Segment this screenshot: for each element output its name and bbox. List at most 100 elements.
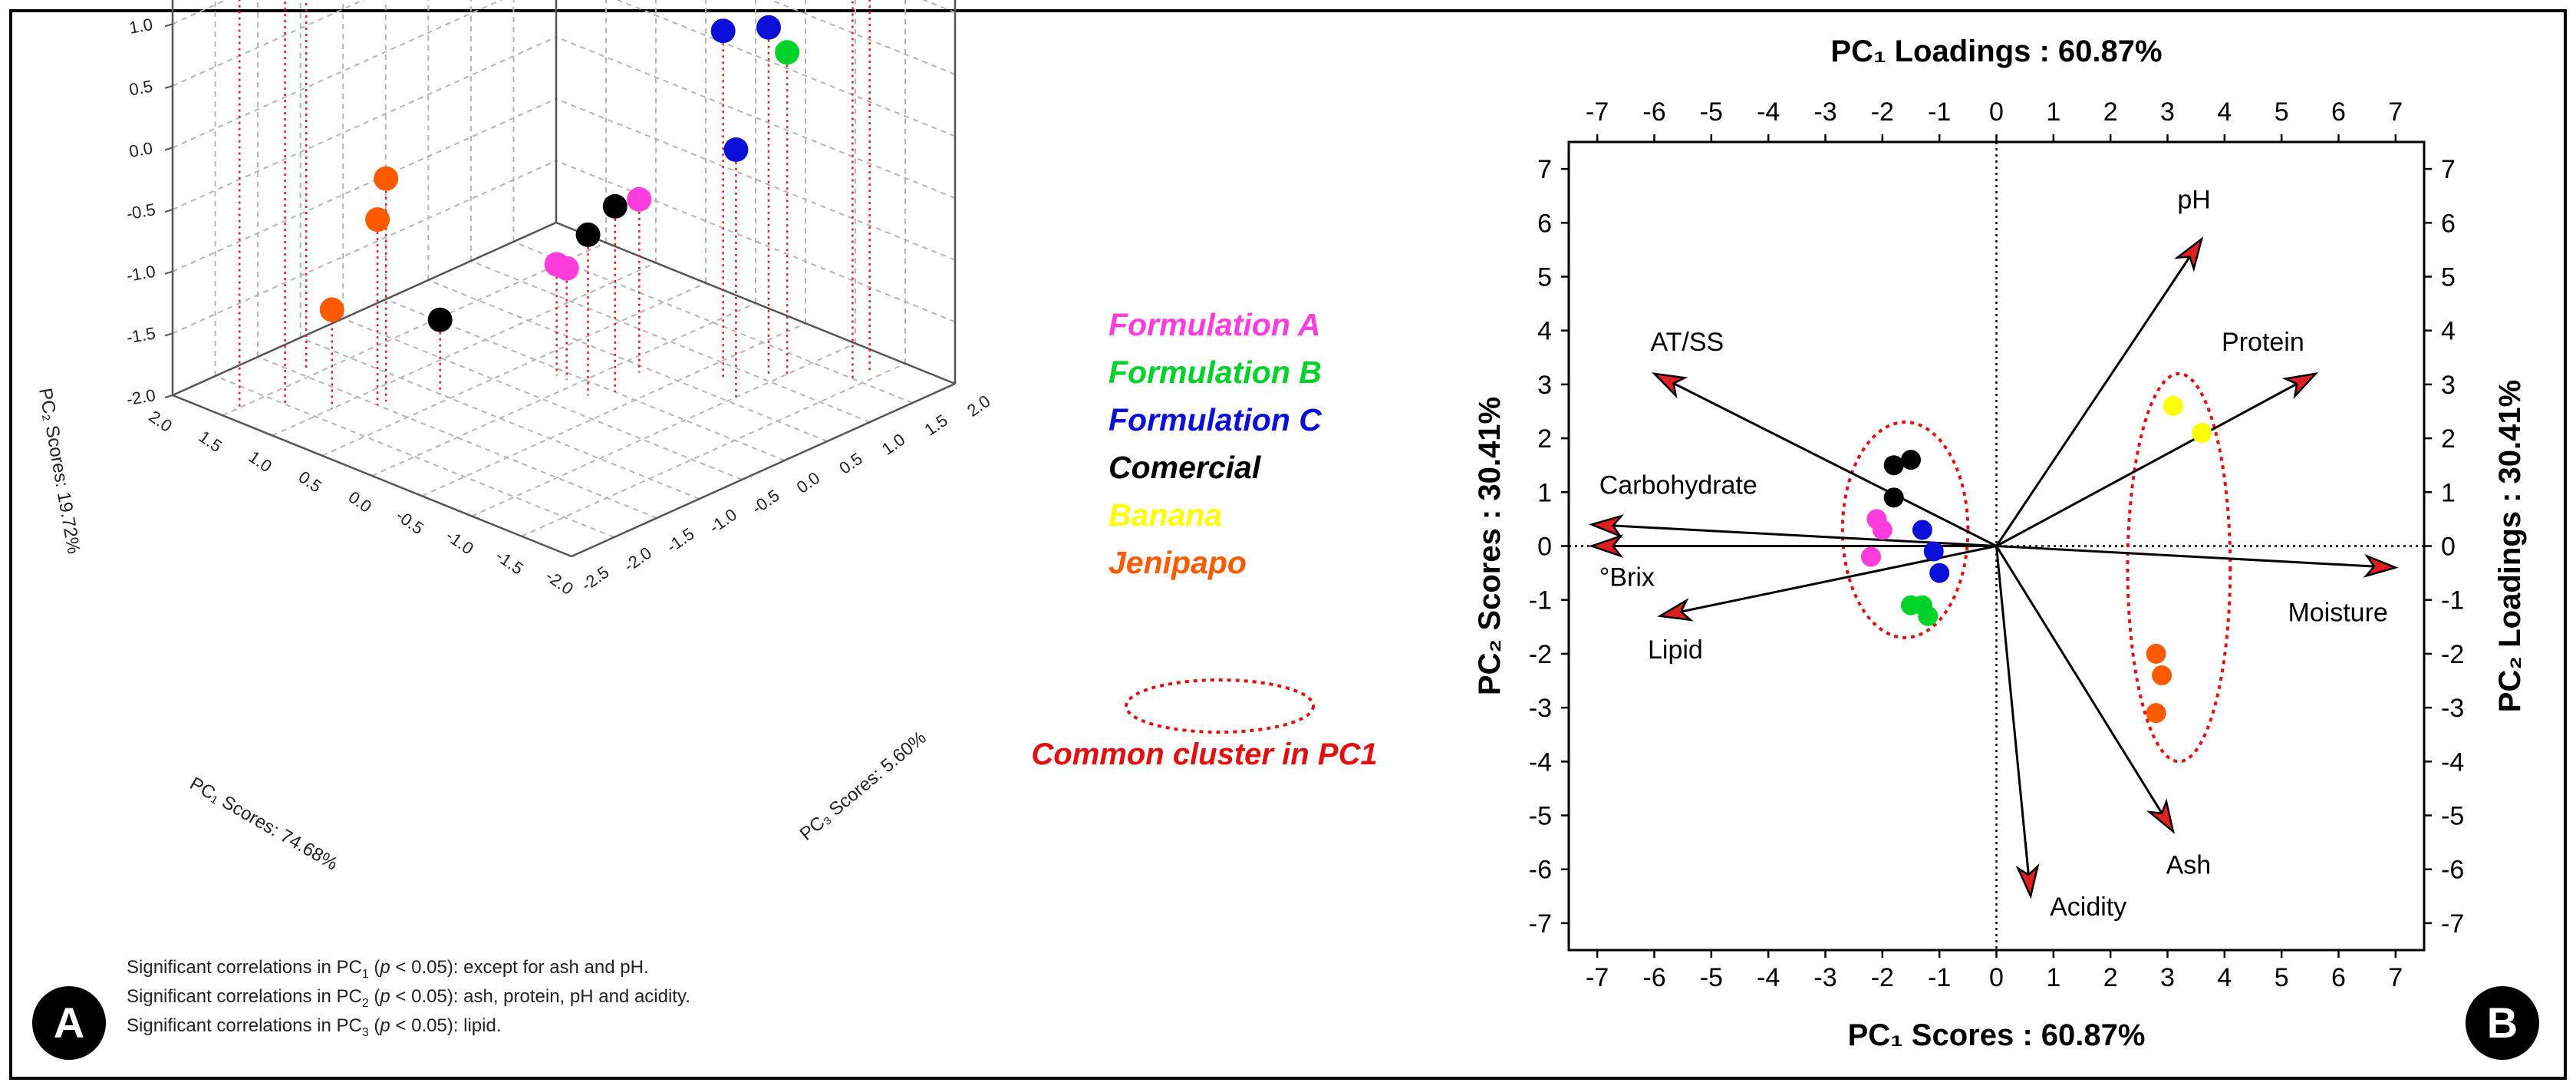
bottom-axis-title: PC₁ Scores : 60.87% bbox=[1848, 1018, 2146, 1052]
x-tick-label-top: 1 bbox=[2046, 97, 2060, 127]
loading-arrowhead bbox=[1657, 598, 1694, 622]
note-line: Significant correlations in PC2 (p < 0.0… bbox=[127, 986, 690, 1010]
floor-grid-line bbox=[342, 318, 743, 480]
pc1-tick-label: 1.5 bbox=[196, 427, 226, 456]
loading-label: Carbohydrate bbox=[1599, 470, 1757, 500]
x-tick-label-bottom: 3 bbox=[2160, 963, 2175, 992]
floor-grid-line bbox=[471, 342, 856, 517]
z-tick-label: 0.5 bbox=[127, 77, 153, 100]
y-tick-label-right: -2 bbox=[2441, 640, 2464, 669]
floor-grid-line bbox=[427, 279, 828, 442]
pc1-tick-label: -1.5 bbox=[492, 546, 527, 578]
loading-label: °Brix bbox=[1599, 563, 1655, 592]
x-tick-label-top: -1 bbox=[1928, 97, 1951, 127]
floor-grid-line bbox=[272, 262, 657, 437]
pc3-tick-label: 0.0 bbox=[793, 468, 823, 497]
wall-grid-line bbox=[172, 97, 557, 272]
y-tick-label-right: -5 bbox=[2441, 802, 2464, 831]
loading-label: Ash bbox=[2166, 851, 2212, 880]
x-tick-label-top: 0 bbox=[1989, 97, 2004, 127]
x-tick-label-top: -7 bbox=[1586, 97, 1609, 127]
x-tick-label-bottom: -4 bbox=[1757, 963, 1780, 992]
x-tick-label-bottom: 5 bbox=[2275, 963, 2289, 992]
x-tick-label-bottom: -2 bbox=[1871, 963, 1894, 992]
x-tick-label-top: 7 bbox=[2388, 97, 2403, 127]
z-tick bbox=[164, 332, 173, 337]
x-tick-label-bottom: 2 bbox=[2103, 963, 2118, 992]
x-tick-label-bottom: -5 bbox=[1700, 963, 1723, 992]
x-tick-label-top: 3 bbox=[2160, 97, 2175, 127]
loading-arrowhead bbox=[2363, 553, 2399, 578]
y-tick-label-right: 0 bbox=[2441, 533, 2456, 562]
x-tick-label-bottom: -7 bbox=[1586, 963, 1609, 992]
score-point-3d bbox=[554, 256, 579, 281]
loading-arrow bbox=[1995, 372, 2317, 547]
loading-arrow bbox=[1995, 546, 2032, 896]
z-tick-label: -1.0 bbox=[125, 262, 157, 285]
legend-entry: Formulation B bbox=[1108, 355, 1322, 390]
pc3-tick-label: -2.0 bbox=[621, 543, 655, 576]
floor-grid-line bbox=[257, 356, 657, 519]
x-tick-label-top: -4 bbox=[1757, 97, 1780, 127]
y-tick-label-left: 5 bbox=[1537, 263, 1552, 292]
panel-b-biplot: -7 -7 -6 -6 -5 -5 -4 -4 -3 -3 -2 -2 -1 -1 0 0 1 1 2 2 3 3 4 4 5 5… bbox=[1473, 35, 2527, 1052]
y-tick-label-left: 2 bbox=[1537, 424, 1552, 454]
score-point-3d bbox=[710, 18, 736, 44]
y-tick-label-left: -1 bbox=[1529, 586, 1552, 615]
loading-arrow bbox=[1659, 545, 1997, 618]
x-tick-label-bottom: 0 bbox=[1989, 963, 2004, 992]
floor-grid-line bbox=[421, 322, 806, 497]
loading-label: AT/SS bbox=[1651, 328, 1724, 357]
left-axis-title: PC₂ Scores : 30.41% bbox=[1473, 397, 1507, 695]
y-tick-label-left: 7 bbox=[1537, 155, 1552, 184]
wall-grid-line bbox=[769, 0, 956, 75]
loading-label: pH bbox=[2177, 185, 2210, 214]
cluster-legend-ellipse bbox=[1125, 678, 1315, 734]
z-tick-label: -2.0 bbox=[125, 385, 157, 409]
top-axis-title: PC₁ Loadings : 60.87% bbox=[1830, 35, 2162, 68]
score-point-3d bbox=[374, 166, 399, 191]
wall-grid-line bbox=[555, 160, 956, 323]
floor-grid-line bbox=[215, 375, 614, 538]
score-point bbox=[1883, 487, 1904, 508]
pc1-tick-label: 2.0 bbox=[146, 407, 176, 436]
cluster-legend: Common cluster in PC1 bbox=[1031, 678, 1378, 771]
score-point bbox=[1918, 606, 1939, 626]
pc1-tick-label: -0.5 bbox=[393, 506, 427, 538]
x-tick-label-bottom: 1 bbox=[2046, 963, 2060, 992]
wall-grid-line bbox=[615, 0, 956, 137]
x-tick-label-bottom: -1 bbox=[1928, 963, 1951, 992]
pc1-tick-label: 0.5 bbox=[295, 467, 325, 497]
y-tick-label-right: 2 bbox=[2441, 424, 2456, 454]
x-tick-label-bottom: -6 bbox=[1642, 963, 1665, 992]
panel-label-b: B bbox=[2466, 986, 2539, 1060]
floor-grid-line bbox=[371, 302, 756, 477]
floor-grid-line bbox=[521, 362, 906, 537]
wall-grid-line bbox=[172, 0, 366, 87]
z-tick-label: 0.0 bbox=[127, 138, 153, 161]
loading-arrowhead bbox=[2146, 798, 2175, 834]
wall-grid-line bbox=[172, 36, 557, 211]
loading-arrowhead bbox=[2281, 372, 2319, 400]
cluster-legend-label: Common cluster in PC1 bbox=[1031, 738, 1377, 771]
y-tick-label-left: -4 bbox=[1529, 747, 1552, 777]
loading-label: Acidity bbox=[2050, 893, 2126, 922]
panel-label-a: A bbox=[32, 986, 106, 1060]
pc1-axis-label: PC₁ Scores: 74.68% bbox=[186, 773, 341, 874]
legend-entry: Formulation A bbox=[1108, 307, 1320, 342]
pc1-tick-label: 1.0 bbox=[245, 447, 275, 476]
pc3-tick-label: -0.5 bbox=[748, 486, 782, 518]
significance-notes: Significant correlations in PC1 (p < 0.0… bbox=[127, 957, 690, 1039]
score-point-3d bbox=[627, 186, 652, 212]
pc3-tick-label: -2.5 bbox=[578, 563, 612, 595]
pc3-tick-label: 2.0 bbox=[964, 391, 993, 421]
legend-entry: Banana bbox=[1108, 497, 1222, 533]
panel-label-b-text: B bbox=[2487, 998, 2518, 1047]
score-point bbox=[1923, 541, 1944, 562]
loading-arrow bbox=[1591, 523, 1997, 547]
right-axis-title: PC₂ Loadings : 30.41% bbox=[2493, 380, 2527, 712]
score-point-3d bbox=[723, 137, 749, 162]
y-tick-label-right: 3 bbox=[2441, 371, 2456, 400]
pc1-tick-label: 0.0 bbox=[345, 487, 375, 516]
z-tick bbox=[164, 84, 173, 89]
